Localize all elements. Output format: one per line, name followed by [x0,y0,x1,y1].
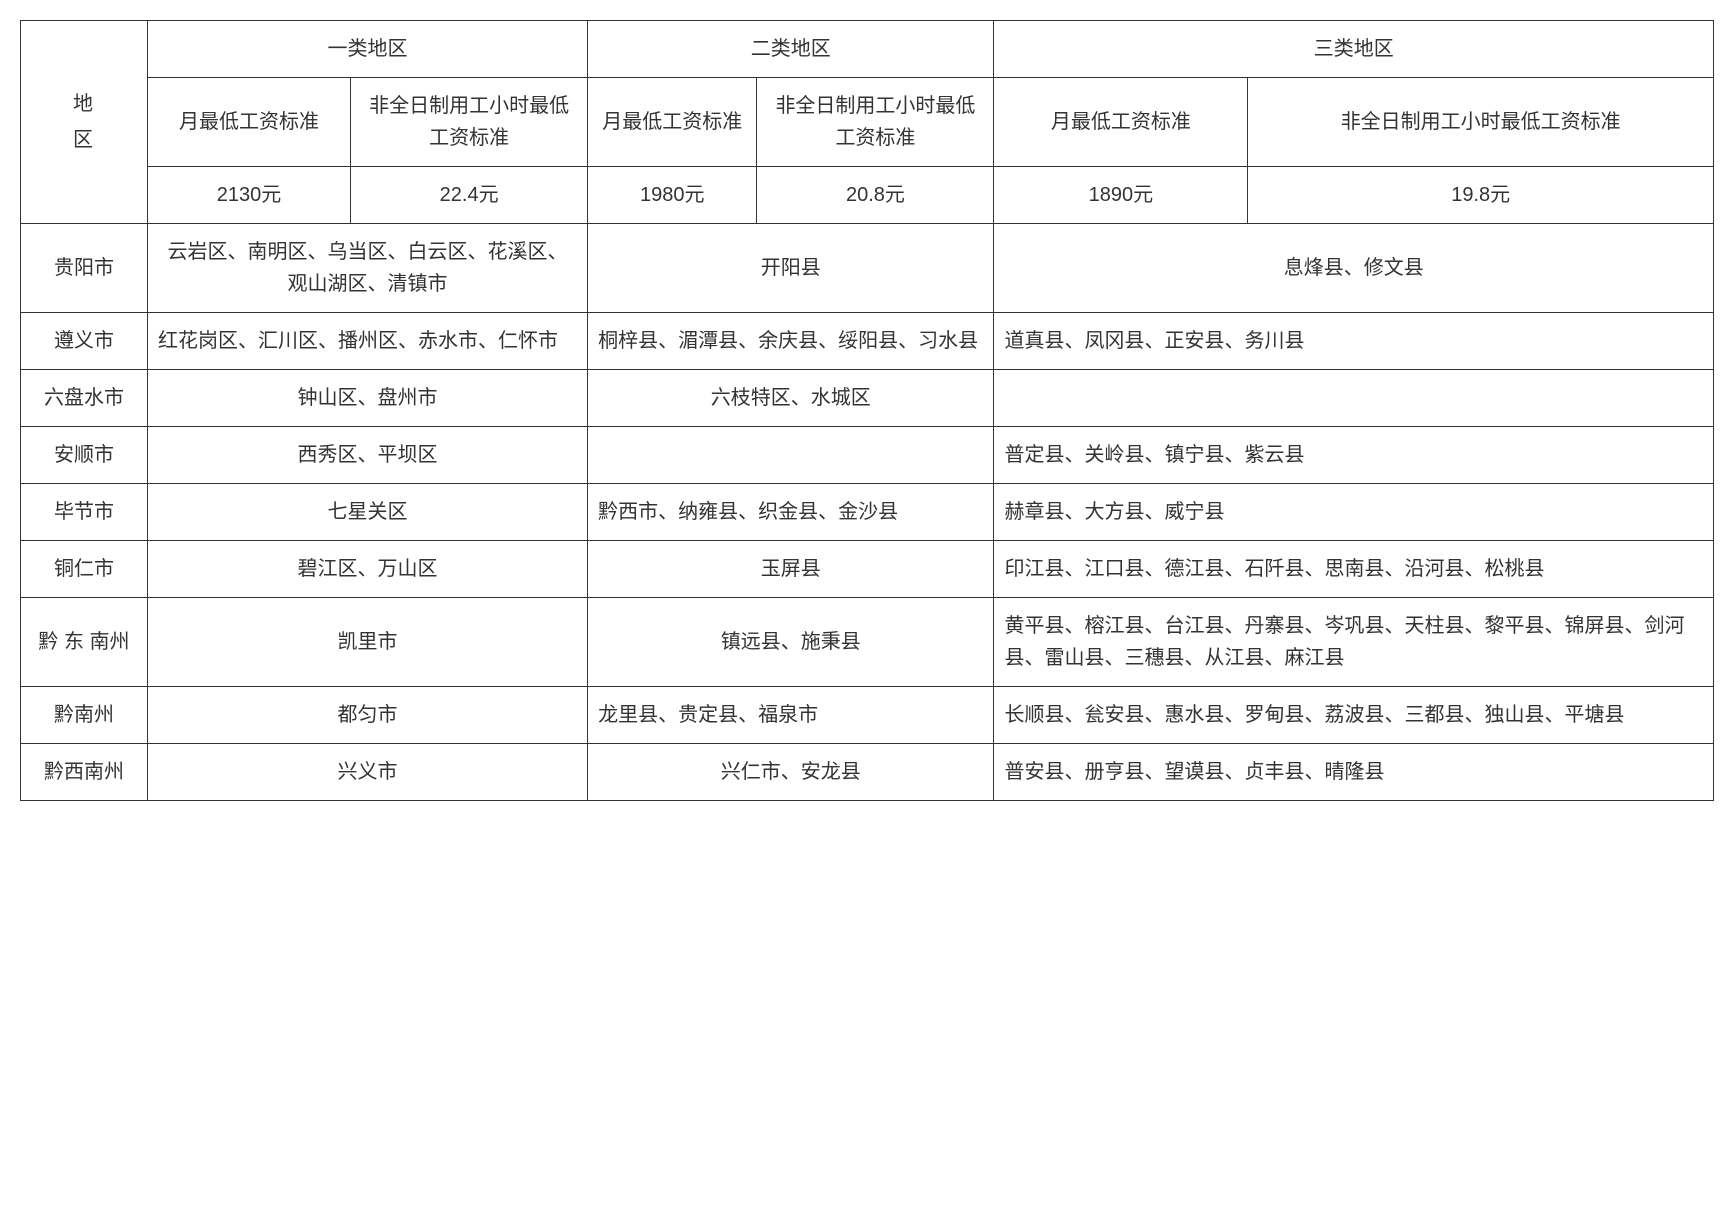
wage-standards-table: 地 区 一类地区 二类地区 三类地区 月最低工资标准 非全日制用工小时最低工资标… [20,20,1714,801]
cat2-cell: 六枝特区、水城区 [588,370,994,427]
cat3-cell [994,370,1714,427]
cat2-monthly-label: 月最低工资标准 [588,78,757,167]
cat1-cell: 七星关区 [147,484,587,541]
cat2-cell: 兴仁市、安龙县 [588,744,994,801]
region-header: 地 区 [21,21,148,224]
category-1-header: 一类地区 [147,21,587,78]
cat1-cell: 凯里市 [147,598,587,687]
cat1-cell: 都匀市 [147,687,587,744]
cat3-cell: 黄平县、榕江县、台江县、丹寨县、岑巩县、天柱县、黎平县、锦屏县、剑河县、雷山县、… [994,598,1714,687]
cat2-hourly-label: 非全日制用工小时最低工资标准 [757,78,994,167]
cat3-cell: 息烽县、修文县 [994,224,1714,313]
cat3-cell: 普安县、册亨县、望谟县、贞丰县、晴隆县 [994,744,1714,801]
header-row-labels: 月最低工资标准 非全日制用工小时最低工资标准 月最低工资标准 非全日制用工小时最… [21,78,1714,167]
cat2-cell: 玉屏县 [588,541,994,598]
category-2-header: 二类地区 [588,21,994,78]
table-row: 六盘水市钟山区、盘州市六枝特区、水城区 [21,370,1714,427]
cat1-cell: 红花岗区、汇川区、播州区、赤水市、仁怀市 [147,313,587,370]
cat2-cell [588,427,994,484]
region-cell: 铜仁市 [21,541,148,598]
cat3-monthly-value: 1890元 [994,167,1248,224]
table-row: 安顺市西秀区、平坝区 普定县、关岭县、镇宁县、紫云县 [21,427,1714,484]
region-label-2: 区 [73,129,95,151]
cat1-monthly-value: 2130元 [147,167,350,224]
cat1-cell: 兴义市 [147,744,587,801]
table-body: 贵阳市云岩区、南明区、乌当区、白云区、花溪区、观山湖区、清镇市开阳县息烽县、修文… [21,224,1714,801]
cat3-hourly-value: 19.8元 [1248,167,1714,224]
cat1-cell: 碧江区、万山区 [147,541,587,598]
cat2-cell: 镇远县、施秉县 [588,598,994,687]
cat2-cell: 黔西市、纳雍县、织金县、金沙县 [588,484,994,541]
cat2-cell: 开阳县 [588,224,994,313]
header-row-categories: 地 区 一类地区 二类地区 三类地区 [21,21,1714,78]
cat3-cell: 赫章县、大方县、威宁县 [994,484,1714,541]
table-row: 黔南州都匀市龙里县、贵定县、福泉市长顺县、瓮安县、惠水县、罗甸县、荔波县、三都县… [21,687,1714,744]
cat1-hourly-value: 22.4元 [351,167,588,224]
table-row: 贵阳市云岩区、南明区、乌当区、白云区、花溪区、观山湖区、清镇市开阳县息烽县、修文… [21,224,1714,313]
cat3-cell: 印江县、江口县、德江县、石阡县、思南县、沿河县、松桃县 [994,541,1714,598]
category-3-header: 三类地区 [994,21,1714,78]
cat1-monthly-label: 月最低工资标准 [147,78,350,167]
cat3-cell: 普定县、关岭县、镇宁县、紫云县 [994,427,1714,484]
region-label-1: 地 [73,93,95,115]
region-cell: 贵阳市 [21,224,148,313]
cat2-cell: 龙里县、贵定县、福泉市 [588,687,994,744]
table-row: 黔 东 南州凯里市镇远县、施秉县黄平县、榕江县、台江县、丹寨县、岑巩县、天柱县、… [21,598,1714,687]
cat2-hourly-value: 20.8元 [757,167,994,224]
table-row: 黔西南州兴义市兴仁市、安龙县普安县、册亨县、望谟县、贞丰县、晴隆县 [21,744,1714,801]
cat1-cell: 西秀区、平坝区 [147,427,587,484]
region-cell: 六盘水市 [21,370,148,427]
cat3-cell: 道真县、凤冈县、正安县、务川县 [994,313,1714,370]
header-row-values: 2130元 22.4元 1980元 20.8元 1890元 19.8元 [21,167,1714,224]
region-cell: 毕节市 [21,484,148,541]
table-row: 铜仁市碧江区、万山区玉屏县印江县、江口县、德江县、石阡县、思南县、沿河县、松桃县 [21,541,1714,598]
table-row: 毕节市七星关区黔西市、纳雍县、织金县、金沙县赫章县、大方县、威宁县 [21,484,1714,541]
cat1-cell: 云岩区、南明区、乌当区、白云区、花溪区、观山湖区、清镇市 [147,224,587,313]
cat3-cell: 长顺县、瓮安县、惠水县、罗甸县、荔波县、三都县、独山县、平塘县 [994,687,1714,744]
cat1-hourly-label: 非全日制用工小时最低工资标准 [351,78,588,167]
region-cell: 安顺市 [21,427,148,484]
region-cell: 黔 东 南州 [21,598,148,687]
region-cell: 遵义市 [21,313,148,370]
cat2-cell: 桐梓县、湄潭县、余庆县、绥阳县、习水县 [588,313,994,370]
cat3-monthly-label: 月最低工资标准 [994,78,1248,167]
region-cell: 黔南州 [21,687,148,744]
region-cell: 黔西南州 [21,744,148,801]
cat1-cell: 钟山区、盘州市 [147,370,587,427]
table-row: 遵义市红花岗区、汇川区、播州区、赤水市、仁怀市桐梓县、湄潭县、余庆县、绥阳县、习… [21,313,1714,370]
cat3-hourly-label: 非全日制用工小时最低工资标准 [1248,78,1714,167]
cat2-monthly-value: 1980元 [588,167,757,224]
